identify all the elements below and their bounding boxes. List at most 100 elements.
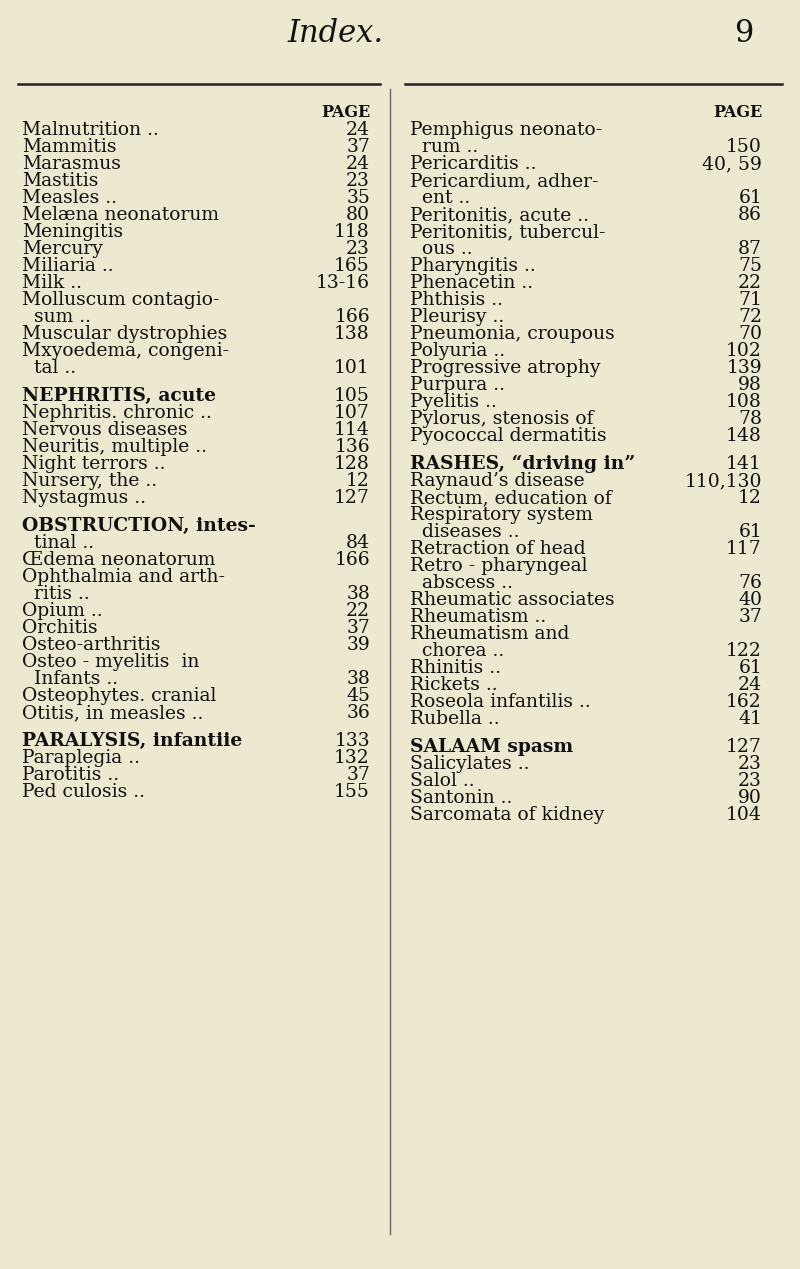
Text: Night terrors ..: Night terrors .. (22, 456, 166, 473)
Text: 165: 165 (334, 258, 370, 275)
Text: Polyuria ..: Polyuria .. (410, 343, 505, 360)
Text: Pyelitis ..: Pyelitis .. (410, 393, 497, 411)
Text: 155: 155 (334, 783, 370, 801)
Text: 24: 24 (346, 121, 370, 140)
Text: 38: 38 (346, 585, 370, 603)
Text: Peritonitis, tubercul-: Peritonitis, tubercul- (410, 223, 606, 241)
Text: Opium ..: Opium .. (22, 602, 102, 621)
Text: 75: 75 (738, 258, 762, 275)
Text: tinal ..: tinal .. (22, 534, 94, 552)
Text: 40, 59: 40, 59 (702, 155, 762, 173)
Text: 166: 166 (334, 308, 370, 326)
Text: PAGE: PAGE (321, 104, 370, 121)
Text: 13-16: 13-16 (316, 274, 370, 292)
Text: Measles ..: Measles .. (22, 189, 117, 207)
Text: 76: 76 (738, 574, 762, 593)
Text: Miliaria ..: Miliaria .. (22, 258, 114, 275)
Text: SALAAM spasm: SALAAM spasm (410, 739, 573, 756)
Text: 104: 104 (726, 806, 762, 824)
Text: Peritonitis, acute ..: Peritonitis, acute .. (410, 206, 589, 225)
Text: 23: 23 (738, 755, 762, 773)
Text: 132: 132 (334, 749, 370, 766)
Text: Retraction of head: Retraction of head (410, 541, 586, 558)
Text: 24: 24 (346, 155, 370, 173)
Text: 139: 139 (726, 359, 762, 377)
Text: 108: 108 (726, 393, 762, 411)
Text: 39: 39 (346, 636, 370, 654)
Text: Rickets ..: Rickets .. (410, 676, 498, 694)
Text: Santonin ..: Santonin .. (410, 789, 512, 807)
Text: 9: 9 (734, 18, 754, 49)
Text: Ped culosis ..: Ped culosis .. (22, 783, 145, 801)
Text: 128: 128 (334, 456, 370, 473)
Text: Otitis, in measles ..: Otitis, in measles .. (22, 704, 203, 722)
Text: Pericardium, adher-: Pericardium, adher- (410, 173, 598, 190)
Text: Rheumatism ..: Rheumatism .. (410, 608, 546, 626)
Text: Neuritis, multiple ..: Neuritis, multiple .. (22, 438, 207, 456)
Text: 133: 133 (334, 732, 370, 750)
Text: Mercury: Mercury (22, 240, 103, 258)
Text: Pericarditis ..: Pericarditis .. (410, 155, 537, 173)
Text: NEPHRITIS, acute: NEPHRITIS, acute (22, 387, 216, 405)
Text: Pylorus, stenosis of: Pylorus, stenosis of (410, 410, 594, 428)
Text: 107: 107 (334, 404, 370, 423)
Text: Phthisis ..: Phthisis .. (410, 291, 503, 308)
Text: Malnutrition ..: Malnutrition .. (22, 121, 159, 140)
Text: Nephritis. chronic ..: Nephritis. chronic .. (22, 404, 212, 423)
Text: 78: 78 (738, 410, 762, 428)
Text: Parotitis ..: Parotitis .. (22, 766, 119, 784)
Text: 71: 71 (738, 291, 762, 308)
Text: Infants ..: Infants .. (22, 670, 118, 688)
Text: 12: 12 (738, 489, 762, 508)
Text: Rheumatic associates: Rheumatic associates (410, 591, 614, 609)
Text: 110,130: 110,130 (685, 472, 762, 490)
Text: Orchitis: Orchitis (22, 619, 98, 637)
Text: 61: 61 (738, 523, 762, 541)
Text: Pemphigus neonato-: Pemphigus neonato- (410, 121, 602, 140)
Text: sum ..: sum .. (22, 308, 91, 326)
Text: 37: 37 (738, 608, 762, 626)
Text: Nervous diseases: Nervous diseases (22, 421, 187, 439)
Text: Respiratory system: Respiratory system (410, 506, 593, 524)
Text: ous ..: ous .. (410, 240, 473, 258)
Text: 138: 138 (334, 325, 370, 343)
Text: Osteophytes. cranial: Osteophytes. cranial (22, 687, 216, 706)
Text: 23: 23 (738, 772, 762, 791)
Text: PARALYSIS, infantiie: PARALYSIS, infantiie (22, 732, 242, 750)
Text: Sarcomata of kidney: Sarcomata of kidney (410, 806, 604, 824)
Text: Rubella ..: Rubella .. (410, 709, 500, 728)
Text: Nystagmus ..: Nystagmus .. (22, 489, 146, 508)
Text: 37: 37 (346, 619, 370, 637)
Text: Rhinitis ..: Rhinitis .. (410, 659, 501, 676)
Text: Melæna neonatorum: Melæna neonatorum (22, 206, 219, 225)
Text: Ophthalmia and arth-: Ophthalmia and arth- (22, 569, 225, 586)
Text: 70: 70 (738, 325, 762, 343)
Text: 80: 80 (346, 206, 370, 225)
Text: 61: 61 (738, 659, 762, 676)
Text: abscess ..: abscess .. (410, 574, 513, 593)
Text: Progressive atrophy: Progressive atrophy (410, 359, 601, 377)
Text: Nursery, the ..: Nursery, the .. (22, 472, 157, 490)
Text: Pyococcal dermatitis: Pyococcal dermatitis (410, 426, 606, 445)
Text: Pleurisy ..: Pleurisy .. (410, 308, 504, 326)
Text: Mxyoedema, congeni-: Mxyoedema, congeni- (22, 343, 229, 360)
Text: 37: 37 (346, 766, 370, 784)
Text: Salol ..: Salol .. (410, 772, 474, 791)
Text: 87: 87 (738, 240, 762, 258)
Text: Rheumatism and: Rheumatism and (410, 626, 570, 643)
Text: ritis ..: ritis .. (22, 585, 90, 603)
Text: diseases ..: diseases .. (410, 523, 519, 541)
Text: 23: 23 (346, 240, 370, 258)
Text: 117: 117 (726, 541, 762, 558)
Text: 86: 86 (738, 206, 762, 225)
Text: 150: 150 (726, 138, 762, 156)
Text: 45: 45 (346, 687, 370, 706)
Text: Rectum, education of: Rectum, education of (410, 489, 612, 508)
Text: 127: 127 (726, 739, 762, 756)
Text: 162: 162 (726, 693, 762, 711)
Text: Retro - pharyngeal: Retro - pharyngeal (410, 557, 587, 575)
Text: RASHES, “driving in”: RASHES, “driving in” (410, 456, 635, 473)
Text: 23: 23 (346, 173, 370, 190)
Text: Pneumonia, croupous: Pneumonia, croupous (410, 325, 614, 343)
Text: 114: 114 (334, 421, 370, 439)
